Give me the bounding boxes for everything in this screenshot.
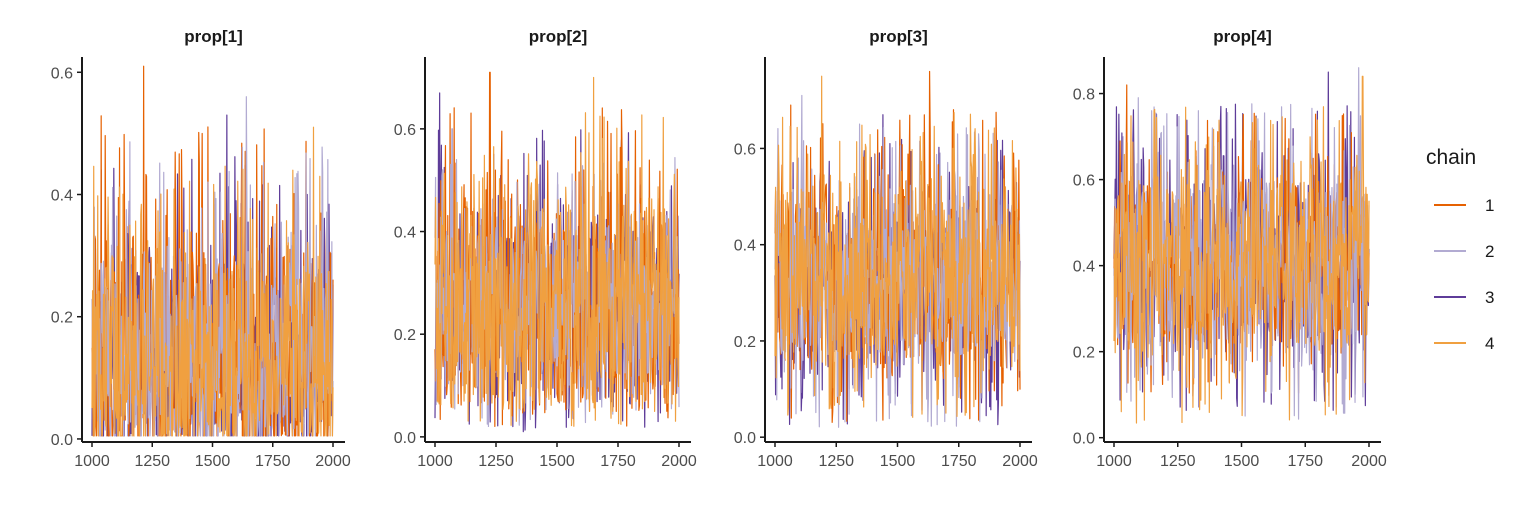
y-tick-label: 0.6 [394, 122, 416, 139]
legend-item-4: 4 [1434, 334, 1494, 353]
panel-title: prop[2] [529, 27, 588, 46]
y-tick-label: 0.8 [1073, 87, 1095, 104]
y-tick-label: 0.2 [734, 334, 756, 351]
panel-4: prop[4] 0.0 0.2 0.4 0.6 0.8 1000 1250 1500 1750 20… [1073, 27, 1387, 470]
trace-chain-4 [1113, 75, 1370, 424]
y-tick-label: 0.6 [1073, 173, 1095, 190]
legend-item-3: 3 [1434, 288, 1494, 307]
y-tick-label: 0.4 [1073, 259, 1095, 276]
trace-chain-4 [434, 76, 680, 427]
x-tick-label: 1000 [757, 453, 793, 470]
trace-chain-4 [774, 75, 1021, 418]
x-tick-label: 2000 [1002, 453, 1038, 470]
panel-title: prop[3] [869, 27, 928, 46]
x-tick-label: 1000 [1096, 453, 1132, 470]
y-tick-label: 0.4 [51, 188, 73, 205]
legend-title: chain [1426, 146, 1476, 169]
x-tick-label: 1250 [478, 453, 514, 470]
x-tick-label: 1000 [417, 453, 453, 470]
y-tick-label: 0.4 [394, 225, 416, 242]
y-tick-label: 0.6 [734, 141, 756, 158]
y-tick-label: 0.2 [1073, 345, 1095, 362]
legend-item-2: 2 [1434, 242, 1494, 261]
trace-lines [774, 70, 1021, 428]
x-tick-label: 1250 [1160, 453, 1196, 470]
x-tick-label: 1500 [880, 453, 916, 470]
x-tick-label: 1250 [134, 453, 170, 470]
panel-3: prop[3] 0.0 0.2 0.4 0.6 1000 1250 1500 1750 2000 [734, 27, 1038, 470]
trace-lines [434, 71, 680, 433]
x-tick-label: 1500 [1224, 453, 1260, 470]
x-tick-label: 1500 [539, 453, 575, 470]
y-tick-label: 0.0 [51, 432, 73, 449]
x-tick-label: 1250 [818, 453, 854, 470]
x-tick-label: 1500 [195, 453, 231, 470]
y-tick-label: 0.0 [394, 430, 416, 447]
panel-2: prop[2] 0.0 0.2 0.4 0.6 1000 1250 1500 1750 2000 [394, 27, 697, 470]
x-tick-label: 2000 [661, 453, 697, 470]
trace-chain-4 [91, 126, 334, 437]
y-tick-label: 0.4 [734, 238, 756, 255]
x-tick-label: 1750 [600, 453, 636, 470]
chain-legend: chain 1 2 3 4 [1426, 146, 1494, 353]
trace-lines [1113, 67, 1370, 424]
legend-item-1: 1 [1434, 196, 1494, 215]
legend-label: 2 [1485, 242, 1494, 261]
panel-1: prop[1] 0.0 0.2 0.4 0.6 1000 1250 1500 1750 2000 [51, 27, 351, 470]
trace-lines [91, 65, 334, 437]
legend-items: 1 2 3 4 [1434, 196, 1494, 353]
panel-title: prop[4] [1213, 27, 1272, 46]
legend-label: 4 [1485, 334, 1494, 353]
y-tick-label: 0.6 [51, 65, 73, 82]
x-tick-label: 2000 [1351, 453, 1387, 470]
x-tick-label: 1750 [1287, 453, 1323, 470]
y-tick-label: 0.2 [51, 310, 73, 327]
y-tick-label: 0.0 [734, 430, 756, 447]
legend-label: 3 [1485, 288, 1494, 307]
x-tick-label: 1750 [941, 453, 977, 470]
x-tick-label: 2000 [315, 453, 351, 470]
legend-label: 1 [1485, 196, 1494, 215]
x-tick-label: 1000 [74, 453, 110, 470]
y-tick-label: 0.2 [394, 327, 416, 344]
panel-title: prop[1] [184, 27, 243, 46]
x-tick-label: 1750 [255, 453, 291, 470]
y-tick-label: 0.0 [1073, 431, 1095, 448]
